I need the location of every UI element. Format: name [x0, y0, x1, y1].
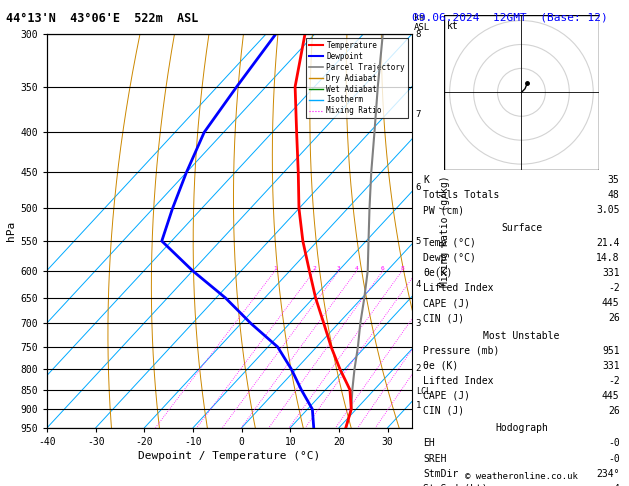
Text: 09.06.2024  12GMT  (Base: 12): 09.06.2024 12GMT (Base: 12) [412, 12, 608, 22]
Text: km
ASL: km ASL [414, 13, 430, 32]
Text: © weatheronline.co.uk: © weatheronline.co.uk [465, 472, 578, 481]
Text: StmSpd (kt): StmSpd (kt) [423, 484, 488, 486]
Text: 3: 3 [416, 319, 421, 328]
Text: 331: 331 [602, 268, 620, 278]
X-axis label: Dewpoint / Temperature (°C): Dewpoint / Temperature (°C) [138, 451, 321, 461]
Text: 445: 445 [602, 298, 620, 308]
Text: CAPE (J): CAPE (J) [423, 391, 470, 401]
Text: 35: 35 [608, 175, 620, 185]
Text: 6: 6 [416, 183, 421, 192]
Text: 7: 7 [416, 110, 421, 119]
Text: PW (cm): PW (cm) [423, 205, 464, 215]
Text: 26: 26 [608, 406, 620, 416]
Text: 21.4: 21.4 [596, 238, 620, 248]
Text: CIN (J): CIN (J) [423, 406, 464, 416]
Text: 234°: 234° [596, 469, 620, 479]
Text: Mixing Ratio (g/kg): Mixing Ratio (g/kg) [440, 175, 450, 287]
Text: StmDir: StmDir [423, 469, 459, 479]
Text: -2: -2 [608, 376, 620, 386]
Text: -0: -0 [608, 453, 620, 464]
Text: Lifted Index: Lifted Index [423, 283, 494, 293]
Text: Most Unstable: Most Unstable [483, 330, 560, 341]
Y-axis label: hPa: hPa [6, 221, 16, 241]
Text: LCL: LCL [416, 387, 431, 396]
Text: Hodograph: Hodograph [495, 423, 548, 434]
Text: 4: 4 [355, 266, 359, 271]
Text: Pressure (mb): Pressure (mb) [423, 346, 499, 356]
Text: θe(K): θe(K) [423, 268, 453, 278]
Text: 1: 1 [273, 266, 277, 271]
Text: Lifted Index: Lifted Index [423, 376, 494, 386]
Text: -0: -0 [608, 438, 620, 449]
Text: Surface: Surface [501, 223, 542, 233]
Text: 3.05: 3.05 [596, 205, 620, 215]
Text: 2: 2 [416, 364, 421, 373]
Text: 445: 445 [602, 391, 620, 401]
Text: 48: 48 [608, 190, 620, 200]
Text: 26: 26 [608, 313, 620, 323]
Text: 6: 6 [381, 266, 385, 271]
Text: 5: 5 [416, 237, 421, 245]
Text: K: K [423, 175, 429, 185]
Text: 1: 1 [416, 401, 421, 410]
Text: Totals Totals: Totals Totals [423, 190, 499, 200]
Text: 4: 4 [614, 484, 620, 486]
Text: CAPE (J): CAPE (J) [423, 298, 470, 308]
Text: 44°13'N  43°06'E  522m  ASL: 44°13'N 43°06'E 522m ASL [6, 12, 199, 25]
Text: Dewp (°C): Dewp (°C) [423, 253, 476, 263]
Text: CIN (J): CIN (J) [423, 313, 464, 323]
Text: θe (K): θe (K) [423, 361, 459, 371]
Text: 331: 331 [602, 361, 620, 371]
Text: 3: 3 [337, 266, 341, 271]
Text: kt: kt [447, 20, 459, 31]
Text: 14.8: 14.8 [596, 253, 620, 263]
Text: EH: EH [423, 438, 435, 449]
Text: 8: 8 [400, 266, 404, 271]
Legend: Temperature, Dewpoint, Parcel Trajectory, Dry Adiabat, Wet Adiabat, Isotherm, Mi: Temperature, Dewpoint, Parcel Trajectory… [306, 38, 408, 119]
Text: 2: 2 [313, 266, 316, 271]
Text: SREH: SREH [423, 453, 447, 464]
Text: 4: 4 [416, 280, 421, 289]
Text: 8: 8 [416, 30, 421, 38]
Text: 951: 951 [602, 346, 620, 356]
Text: -2: -2 [608, 283, 620, 293]
Text: Temp (°C): Temp (°C) [423, 238, 476, 248]
